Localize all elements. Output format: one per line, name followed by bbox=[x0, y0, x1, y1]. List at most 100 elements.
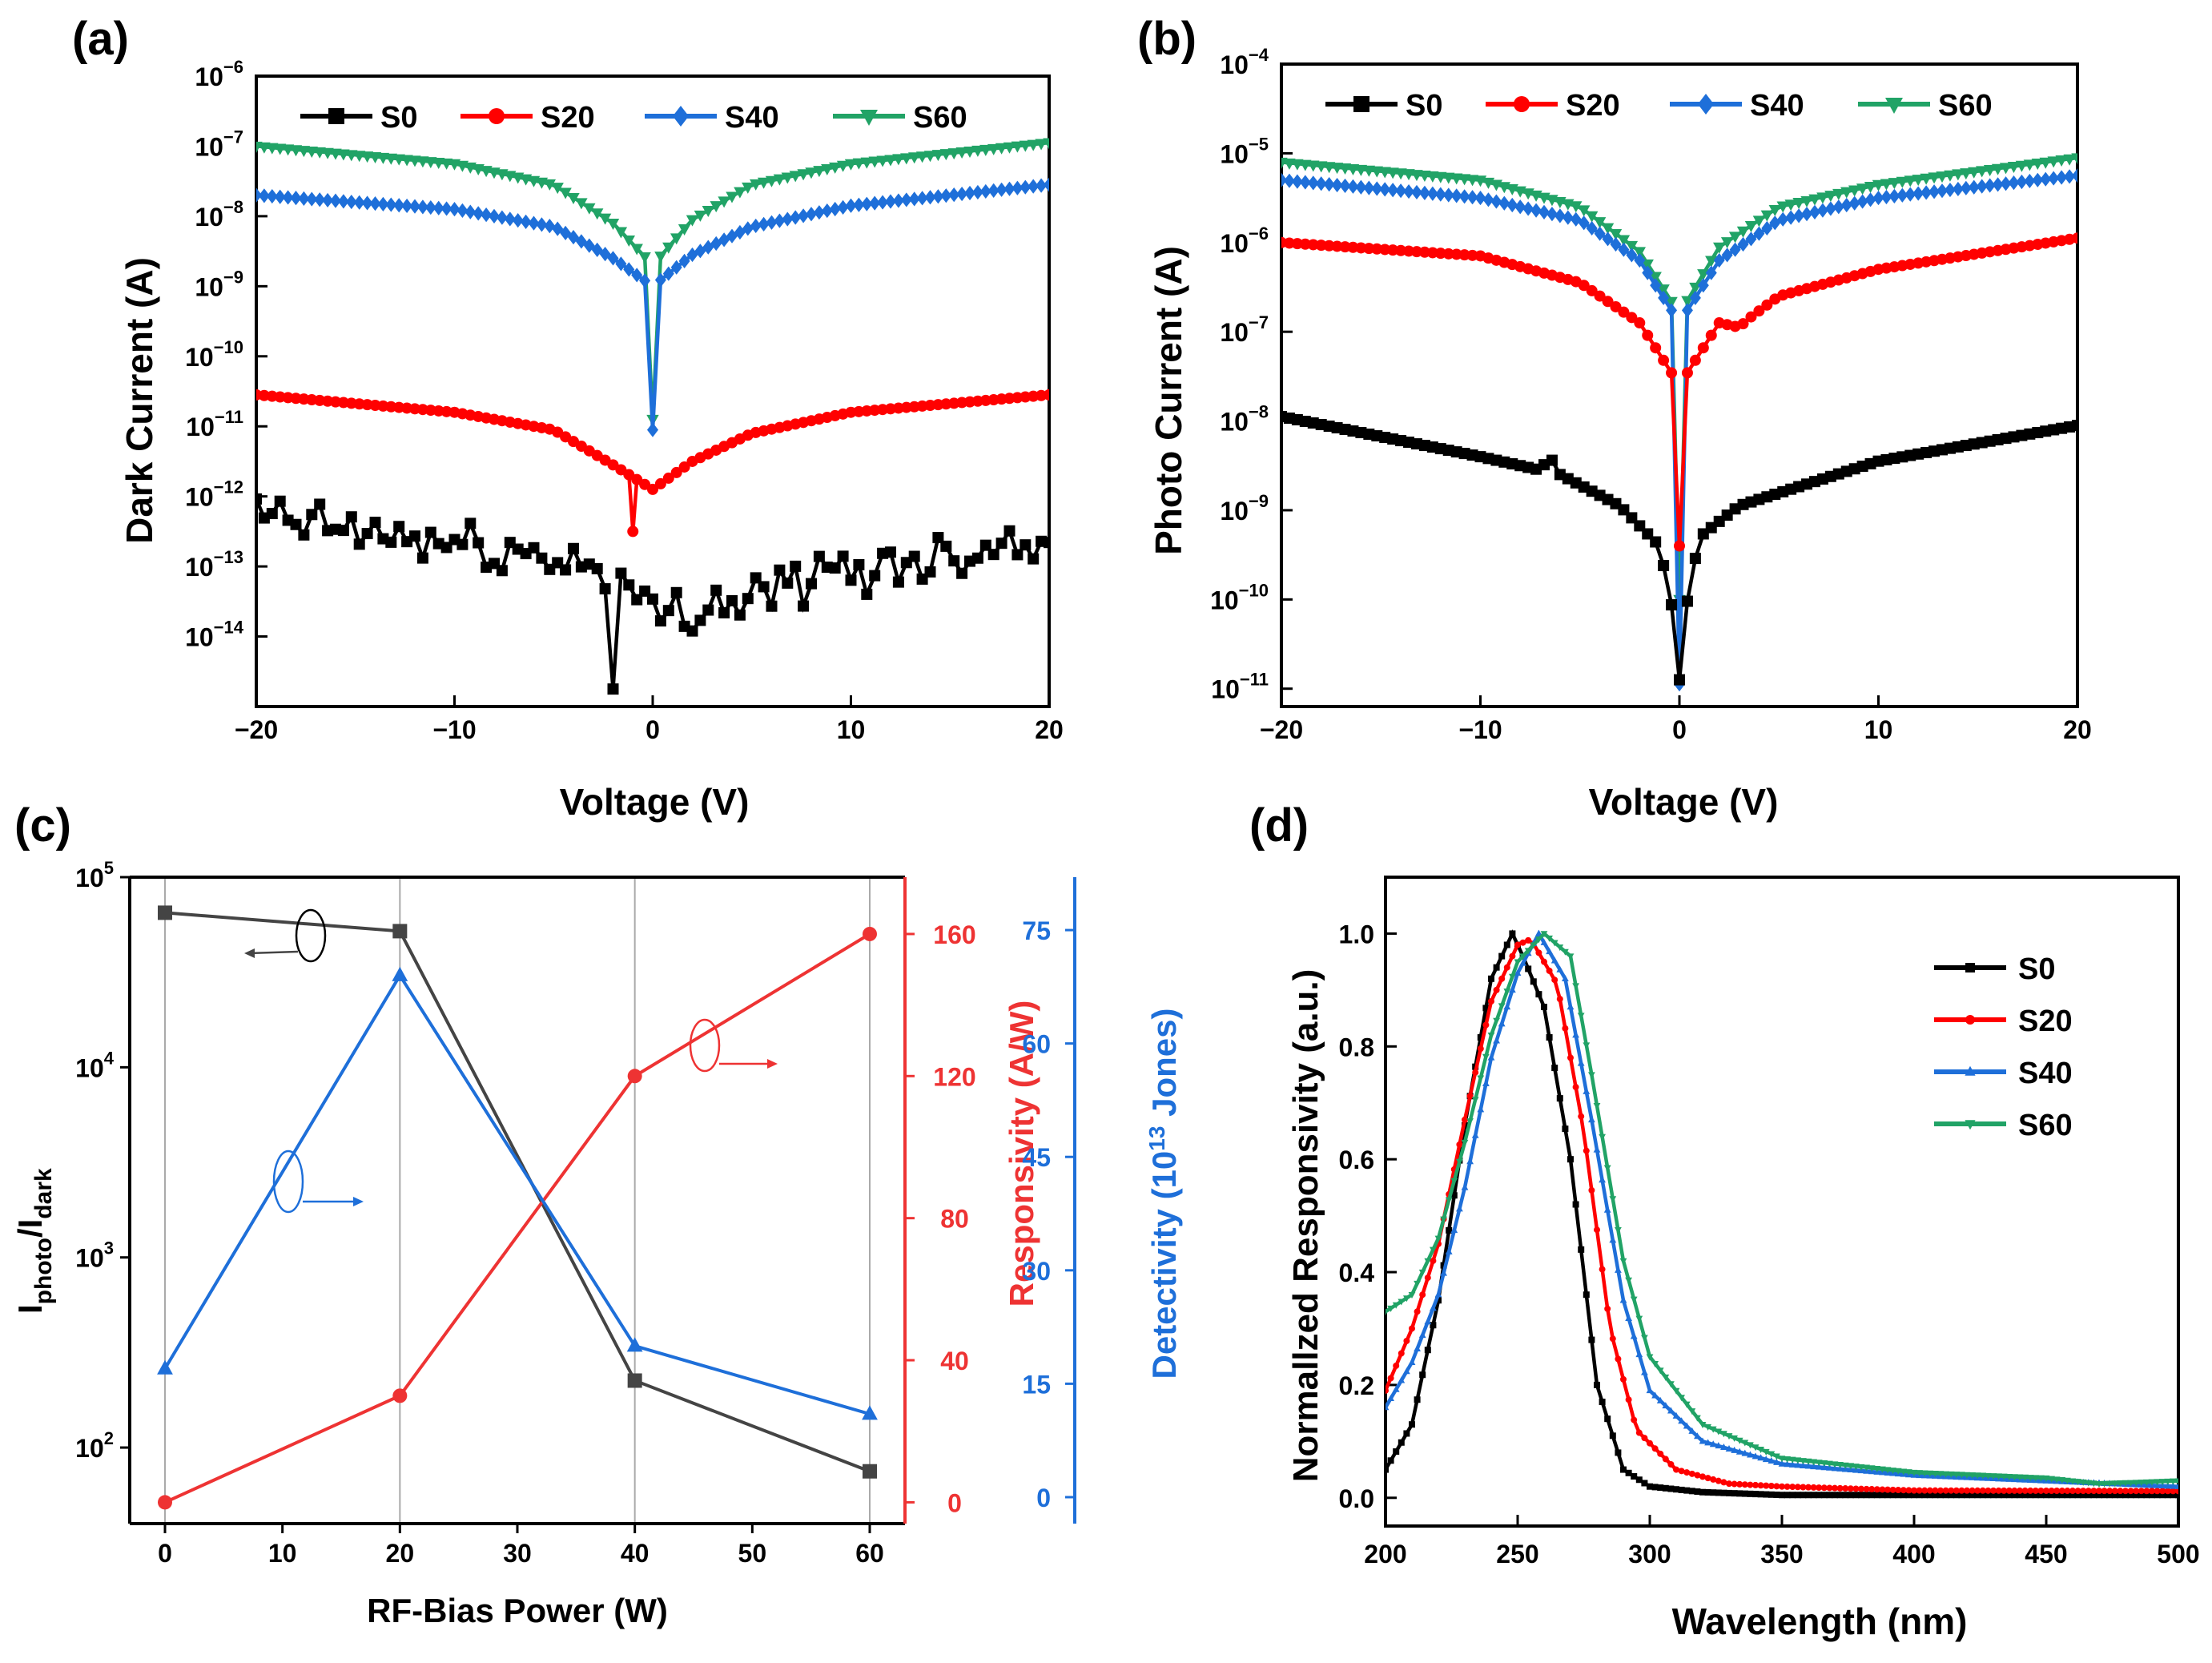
panel-a-point-S40 bbox=[813, 205, 825, 220]
panel-b-point-S20 bbox=[1307, 239, 1319, 251]
panel-b-point-S40 bbox=[1578, 215, 1590, 231]
panel-b-point-S40 bbox=[1450, 188, 1462, 203]
panel-d-point-S20 bbox=[1710, 1476, 1717, 1483]
panel-a-point-S60 bbox=[710, 201, 722, 213]
panel-d-point-S20 bbox=[1948, 1487, 1955, 1494]
panel-b-point-S20 bbox=[1761, 299, 1773, 311]
panel-d-point-S60 bbox=[1514, 959, 1522, 966]
panel-b-point-S60 bbox=[1904, 175, 1916, 187]
panel-d-point-S20 bbox=[1779, 1483, 1785, 1490]
panel-d-point-S0 bbox=[1964, 1492, 1970, 1499]
panel-a-point-S60 bbox=[670, 233, 683, 245]
panel-b-point-S40 bbox=[1339, 178, 1351, 194]
panel-d-point-S60 bbox=[2101, 1480, 2108, 1488]
panel-d-point-S60 bbox=[2164, 1478, 2172, 1485]
panel-d-point-S20 bbox=[1503, 964, 1510, 971]
panel-d-legend-text: S0 bbox=[2018, 952, 2055, 986]
panel-d-point-S60 bbox=[1958, 1472, 1965, 1479]
panel-a-xtick-label: 20 bbox=[1035, 715, 1064, 744]
panel-a-series-S60 bbox=[256, 138, 1049, 426]
panel-b-point-S20 bbox=[2072, 232, 2077, 244]
panel-b-point-S40 bbox=[1371, 181, 1383, 196]
panel-d-point-S0 bbox=[1688, 1488, 1695, 1495]
panel-a-point-S40 bbox=[322, 192, 334, 208]
panel-d-point-S20 bbox=[1889, 1486, 1896, 1493]
panel-d-point-S20 bbox=[1816, 1484, 1823, 1492]
panel-d-point-S0 bbox=[1409, 1421, 1415, 1428]
panel-d-point-S20 bbox=[1625, 1396, 1632, 1403]
panel-d-point-S0 bbox=[1873, 1492, 1880, 1499]
panel-b-point-S40 bbox=[1522, 201, 1534, 216]
panel-b-point-S40 bbox=[1960, 180, 1972, 195]
panel-a-point-S60 bbox=[979, 144, 992, 156]
panel-d-point-S0 bbox=[1836, 1492, 1844, 1499]
panel-d-point-S20 bbox=[1393, 1362, 1400, 1369]
panel-d-point-S60 bbox=[1625, 1277, 1632, 1284]
panel-a-legend-S0: S0 bbox=[300, 101, 417, 135]
panel-b-point-S60 bbox=[1601, 223, 1615, 235]
panel-c-resp-tick-label: 40 bbox=[940, 1347, 969, 1375]
panel-a-point-S0 bbox=[385, 536, 397, 548]
panel-b-label: (b) bbox=[1137, 13, 1196, 65]
panel-a-point-S40 bbox=[710, 236, 722, 252]
panel-b-point-S40 bbox=[1315, 176, 1327, 191]
panel-d-point-S40 bbox=[1820, 1464, 1828, 1471]
panel-d-point-S20 bbox=[2096, 1488, 2102, 1495]
panel-b-point-S40 bbox=[1880, 189, 1892, 205]
panel-d-point-S20 bbox=[2011, 1487, 2018, 1494]
panel-d-xtick-label: 200 bbox=[1364, 1540, 1406, 1568]
panel-d-point-S0 bbox=[1477, 1034, 1484, 1041]
panel-a-point-S40 bbox=[432, 200, 444, 215]
panel-d-point-S60 bbox=[1530, 942, 1538, 949]
panel-b-point-S60 bbox=[1585, 211, 1599, 223]
panel-d-point-S0 bbox=[1921, 1492, 1928, 1499]
panel-a-point-S60 bbox=[591, 208, 604, 220]
panel-b-point-S40 bbox=[1387, 183, 1399, 198]
panel-d-legend-S20: S20 bbox=[1934, 1005, 2073, 1038]
panel-a-point-S40 bbox=[829, 201, 841, 217]
panel-d-point-S0 bbox=[1863, 1492, 1870, 1499]
panel-c-det-ellipse bbox=[272, 1150, 304, 1214]
panel-b-point-S20 bbox=[1666, 367, 1678, 379]
panel-d-point-S0 bbox=[2074, 1492, 2081, 1499]
panel-a-point-S40 bbox=[774, 213, 786, 228]
panel-b-point-S40 bbox=[1490, 194, 1502, 209]
panel-b-point-S20 bbox=[1626, 312, 1638, 324]
panel-d-point-S60 bbox=[2074, 1479, 2081, 1486]
panel-d-legend-marker bbox=[1965, 1120, 1976, 1130]
panel-d-point-S60 bbox=[1979, 1472, 1987, 1480]
panel-d-point-S40 bbox=[1720, 1444, 1727, 1451]
panel-d-point-S60 bbox=[2032, 1475, 2040, 1482]
panel-b-point-S60 bbox=[1999, 163, 2013, 175]
panel-b-point-S60 bbox=[1952, 169, 1965, 181]
panel-d-point-S0 bbox=[2011, 1492, 2018, 1499]
panel-b-point-S60 bbox=[1872, 179, 1885, 191]
panel-b-point-S60 bbox=[1593, 217, 1607, 229]
panel-a-point-S0 bbox=[631, 594, 643, 606]
panel-d-point-S60 bbox=[1440, 1216, 1447, 1223]
panel-d-point-S60 bbox=[2122, 1480, 2130, 1487]
panel-a-point-S0 bbox=[337, 525, 349, 537]
panel-a-point-S0 bbox=[987, 549, 999, 561]
panel-a-point-S40 bbox=[647, 422, 658, 437]
panel-a-point-S60 bbox=[821, 164, 834, 176]
panel-a-point-S60 bbox=[987, 143, 1000, 155]
panel-d-point-S20 bbox=[1562, 1025, 1569, 1032]
panel-d-point-S20 bbox=[1535, 949, 1542, 956]
panel-d-point-S20 bbox=[1868, 1486, 1876, 1493]
panel-a-point-S0 bbox=[1044, 537, 1049, 549]
panel-a-point-S60 bbox=[256, 141, 263, 153]
panel-d-point-S20 bbox=[1572, 1084, 1579, 1091]
panel-a-point-S0 bbox=[790, 560, 802, 572]
panel-d-point-S0 bbox=[2154, 1492, 2161, 1499]
panel-d-point-S0 bbox=[1889, 1492, 1896, 1499]
panel-b-point-S60 bbox=[1928, 172, 1941, 184]
panel-c-ylabel: Iphoto/Idark bbox=[11, 1168, 57, 1314]
panel-d-point-S20 bbox=[2106, 1488, 2113, 1495]
panel-a-point-S60 bbox=[702, 206, 714, 218]
panel-a-point-S40 bbox=[465, 204, 477, 219]
panel-b-point-S40 bbox=[1355, 179, 1367, 195]
panel-b-point-S60 bbox=[1649, 272, 1662, 284]
panel-a-point-S60 bbox=[947, 148, 960, 160]
panel-b-point-S40 bbox=[1347, 179, 1359, 194]
